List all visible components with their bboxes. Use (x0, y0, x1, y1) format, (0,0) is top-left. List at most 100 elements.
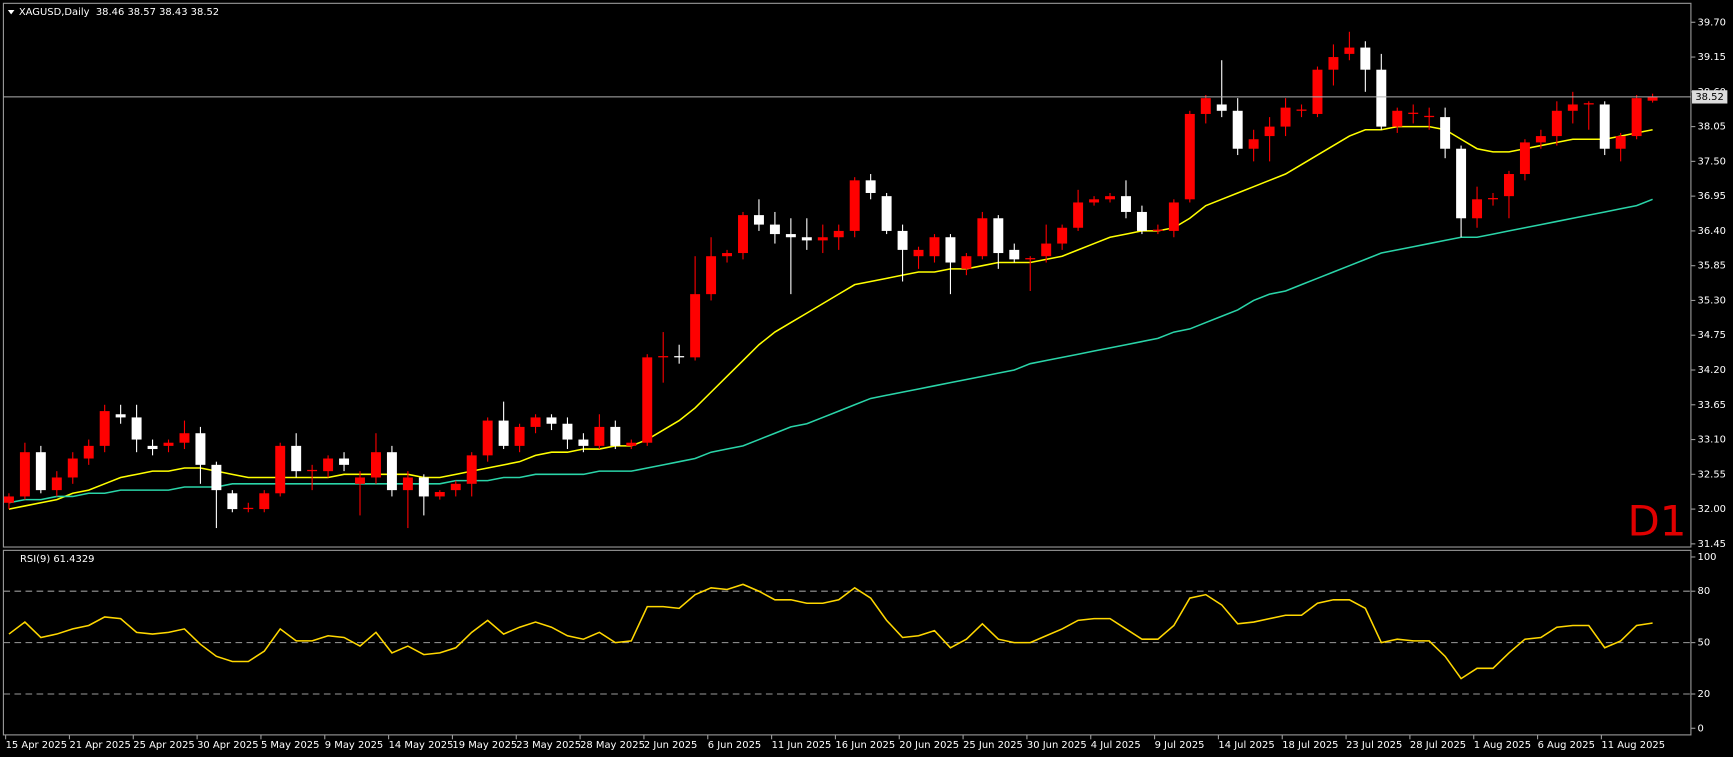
x-tick-label: 9 Jul 2025 (1155, 740, 1205, 751)
candle-body (833, 230, 844, 238)
candle-body (1296, 109, 1307, 111)
x-tick-label: 1 Aug 2025 (1474, 740, 1531, 751)
candle-body (1631, 98, 1642, 137)
candle-body (450, 483, 461, 491)
x-tick-label: 14 Jul 2025 (1218, 740, 1274, 751)
candle-body (1503, 174, 1514, 197)
candle-body (259, 493, 270, 510)
candle-body (1168, 202, 1179, 231)
candle-body (179, 433, 190, 443)
y-tick-label: 100 (1698, 552, 1717, 563)
y-tick-label: 33.10 (1698, 435, 1726, 446)
candle-body (1567, 104, 1578, 111)
candle-body (945, 237, 956, 263)
candle-body (1136, 211, 1147, 231)
candle-body (1121, 196, 1131, 212)
candle-body (1248, 139, 1259, 149)
candle-body (195, 433, 206, 465)
candle-body (67, 458, 78, 478)
x-tick-label: 23 Jul 2025 (1346, 740, 1402, 751)
x-tick-label: 25 Apr 2025 (133, 740, 194, 751)
candle-body (1360, 47, 1371, 70)
x-tick-label: 9 May 2025 (325, 740, 383, 751)
candle-body (1424, 115, 1435, 118)
candle-body (785, 234, 796, 238)
candle-body (307, 469, 318, 472)
candle-body (881, 196, 892, 231)
x-tick-label: 2 Jun 2025 (644, 740, 697, 751)
candle-body (913, 249, 924, 257)
candle-body (690, 294, 701, 358)
candle-body (626, 442, 637, 446)
y-tick-label: 0 (1698, 723, 1704, 734)
last-price-label: 38.52 (1695, 92, 1723, 103)
candle-body (674, 356, 685, 358)
candle-body (1583, 103, 1594, 105)
candle-body (434, 492, 445, 497)
candle-body (578, 439, 589, 446)
candle-body (722, 253, 733, 257)
candle-body (642, 357, 653, 443)
candle-body (530, 417, 541, 427)
candle-body (370, 452, 381, 478)
candle-body (706, 256, 717, 295)
candle-body (1615, 136, 1626, 149)
y-tick-label: 20 (1698, 689, 1711, 700)
candle-body (291, 445, 302, 472)
candle-body (243, 507, 254, 510)
x-tick-label: 14 May 2025 (389, 740, 454, 751)
candle-body (1184, 113, 1195, 200)
candle-body (386, 452, 397, 491)
timeframe-label: D1 (1627, 496, 1686, 545)
candle-body (131, 417, 142, 440)
candle-body (355, 477, 365, 484)
candle-body (498, 420, 509, 446)
y-tick-label: 38.05 (1698, 122, 1726, 133)
candle-body (929, 237, 940, 257)
x-tick-label: 11 Aug 2025 (1601, 740, 1665, 751)
candle-body (865, 180, 876, 193)
candle-body (1376, 69, 1387, 127)
candle-body (1041, 243, 1052, 257)
x-tick-label: 5 May 2025 (261, 740, 319, 751)
candle-body (466, 455, 477, 484)
rsi-line (8, 583, 1653, 680)
candle-body (514, 426, 525, 446)
candle-body (19, 452, 30, 497)
candle-body (1599, 104, 1610, 149)
candle-body (339, 458, 350, 465)
candle-body (562, 423, 573, 440)
candle-body (1535, 136, 1546, 143)
y-tick-label: 35.85 (1698, 261, 1726, 272)
candle-body (99, 411, 110, 446)
candle-body (817, 237, 828, 241)
x-tick-label: 15 Apr 2025 (6, 740, 67, 751)
y-tick-label: 31.45 (1698, 539, 1726, 550)
candle-body (769, 224, 780, 235)
y-tick-label: 34.75 (1698, 330, 1726, 341)
candle-body (147, 445, 158, 450)
candle-body (849, 180, 860, 231)
x-tick-label: 30 Apr 2025 (197, 740, 258, 751)
candle-body (738, 215, 748, 254)
candle-body (1264, 126, 1275, 137)
candle-body (402, 477, 413, 491)
candle-body (35, 452, 46, 491)
y-tick-label: 33.65 (1698, 400, 1726, 411)
candle-body (1280, 107, 1291, 127)
chart-title: XAGUSD,Daily 38.46 38.57 38.43 38.52 (19, 7, 219, 18)
candle-body (83, 445, 94, 459)
candle-body (227, 493, 238, 510)
candle-body (594, 426, 605, 446)
x-tick-label: 6 Jun 2025 (708, 740, 761, 751)
candle-body (418, 477, 429, 497)
x-tick-label: 11 Jun 2025 (772, 740, 832, 751)
candle-body (1392, 110, 1403, 127)
y-tick-label: 39.15 (1698, 52, 1726, 63)
main-pane (2, 2, 1692, 548)
y-tick-label: 32.55 (1698, 469, 1726, 480)
candle-body (546, 417, 557, 424)
candle-body (211, 464, 222, 491)
